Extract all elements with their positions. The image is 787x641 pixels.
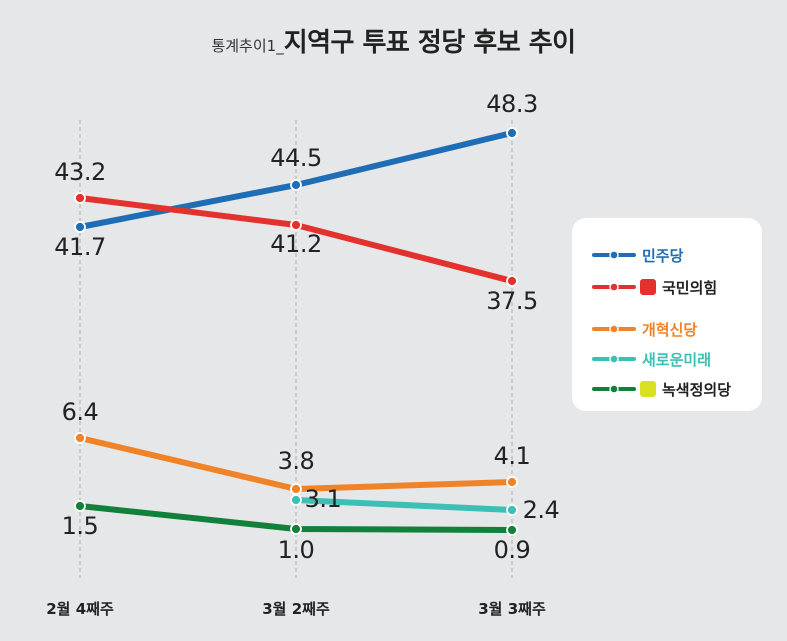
data-label: 3.8	[278, 447, 315, 475]
data-point	[290, 483, 302, 495]
data-label: 48.3	[486, 90, 537, 118]
legend-item: 새로운미래	[592, 346, 711, 372]
data-point	[290, 179, 302, 191]
data-point	[506, 476, 518, 488]
legend-label: 개혁신당	[642, 320, 698, 339]
data-point	[506, 524, 518, 536]
data-point	[506, 504, 518, 516]
chart-title-prefix: 통계추이1_	[211, 37, 284, 55]
data-point	[74, 432, 86, 444]
data-label: 43.2	[54, 158, 105, 186]
data-point	[74, 221, 86, 233]
legend-label: 민주당	[642, 246, 684, 265]
data-point	[290, 219, 302, 231]
legend-item: 녹색정의당	[592, 376, 731, 402]
x-tick-label: 3월 2째주	[262, 600, 330, 618]
legend-line-marker-icon	[592, 384, 636, 394]
legend-line-marker-icon	[592, 324, 636, 334]
data-point	[290, 494, 302, 506]
data-label: 41.7	[54, 233, 105, 261]
data-point	[74, 500, 86, 512]
data-label: 6.4	[62, 398, 99, 426]
data-point	[290, 523, 302, 535]
data-label: 4.1	[494, 442, 531, 470]
party-logo-icon	[640, 381, 656, 397]
legend-label: 새로운미래	[642, 350, 712, 369]
data-label: 0.9	[494, 536, 531, 564]
chart-title: 통계추이1_지역구 투표 정당 후보 추이	[0, 22, 787, 59]
legend-label: 국민의힘	[662, 278, 718, 297]
legend-item: 민주당	[592, 242, 683, 268]
series-line-4	[293, 497, 515, 513]
data-label: 37.5	[486, 287, 537, 315]
data-point	[74, 192, 86, 204]
x-tick-label: 3월 3째주	[478, 600, 546, 618]
data-label: 1.5	[62, 512, 99, 540]
data-label: 3.1	[305, 485, 342, 513]
legend-line-marker-icon	[592, 282, 636, 292]
legend-line-marker-icon	[592, 250, 636, 260]
data-label: 44.5	[270, 144, 321, 172]
legend-item: 국민의힘	[592, 274, 717, 300]
x-tick-label: 2월 4째주	[46, 600, 114, 618]
legend-label: 녹색정의당	[662, 380, 732, 399]
legend-item: 개혁신당	[592, 316, 697, 342]
party-logo-icon	[640, 279, 656, 295]
data-label: 1.0	[278, 536, 315, 564]
legend-line-marker-icon	[592, 354, 636, 364]
data-point	[506, 127, 518, 139]
chart-title-main: 지역구 투표 정당 후보 추이	[283, 28, 576, 58]
data-point	[506, 275, 518, 287]
data-label: 41.2	[270, 230, 321, 258]
data-label: 2.4	[523, 496, 560, 524]
